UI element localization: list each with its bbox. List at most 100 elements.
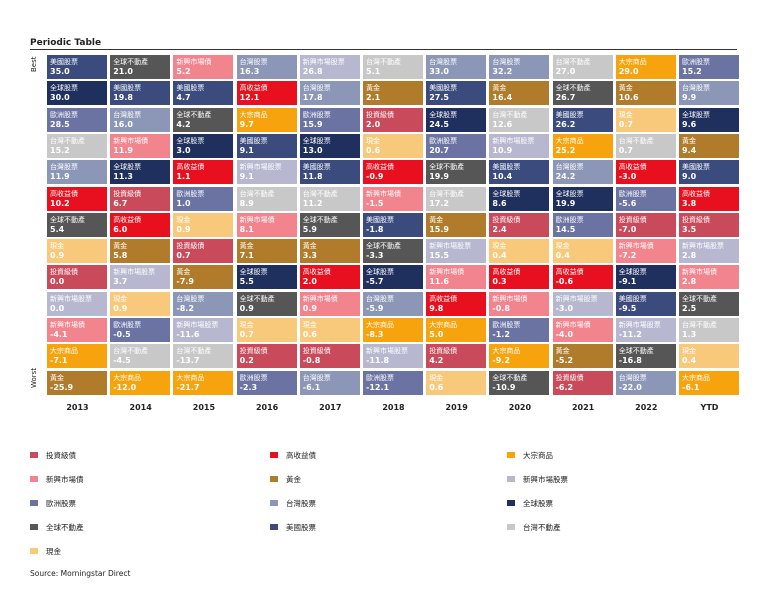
cell-return-value: 26.2 <box>555 119 576 129</box>
cell-asset-name: 全球不動產 <box>239 294 275 303</box>
cell-asset-name: 現金 <box>50 242 64 251</box>
table-cell: 新興市場股票 -11.2 <box>615 318 676 342</box>
cell-return-value: 12.6 <box>492 119 513 129</box>
table-cell: 全球不動產 5.4 <box>47 212 107 237</box>
table-cell: 黃金 -7.9 <box>173 265 234 290</box>
cell-asset-name: 新興市場股票 <box>50 294 92 303</box>
cell-asset-name: 台灣不動產 <box>176 347 212 356</box>
legend-item: 新興市場股票 <box>507 474 568 484</box>
table-cell: 投資級債 3.5 <box>679 212 739 237</box>
legend-swatch <box>507 452 515 458</box>
legend-swatch <box>507 524 515 530</box>
table-cell: 台灣不動產 8.9 <box>236 186 297 211</box>
table-cell: 全球股票 -9.1 <box>615 265 676 290</box>
cell-asset-name: 全球股票 <box>366 268 394 277</box>
cell-return-value: -6.2 <box>555 382 574 392</box>
table-cell: 全球不動產 4.2 <box>173 107 234 132</box>
cell-return-value: 27.5 <box>429 93 449 103</box>
cell-return-value: 9.9 <box>682 93 697 103</box>
cell-asset-name: 台灣不動產 <box>239 189 275 198</box>
cell-asset-name: 歐洲股票 <box>239 373 268 382</box>
table-cell: 全球股票 9.6 <box>679 107 739 132</box>
cell-return-value: 15.2 <box>50 145 70 155</box>
legend-item: 黃金 <box>270 474 301 484</box>
cell-asset-name: 台灣股票 <box>302 373 331 382</box>
cell-asset-name: 新興市場債 <box>113 136 149 145</box>
cell-asset-name: 黃金 <box>682 136 696 145</box>
cell-return-value: 9.4 <box>682 145 697 155</box>
table-cell: 大宗商品 -12.0 <box>110 370 171 395</box>
cell-asset-name: 美國股票 <box>50 58 78 66</box>
cell-return-value: 5.5 <box>239 277 254 287</box>
table-cell: 美國股票 19.8 <box>110 81 171 106</box>
cell-asset-name: 高收益債 <box>682 189 710 198</box>
cell-asset-name: 投資級債 <box>492 215 521 224</box>
legend-item: 高收益債 <box>270 450 316 460</box>
cell-asset-name: 台灣股票 <box>366 294 394 303</box>
table-cell: 歐洲股票 14.5 <box>552 212 613 237</box>
cell-asset-name: 全球股票 <box>176 136 205 145</box>
cell-asset-name: 投資級債 <box>429 347 458 356</box>
table-cell: 高收益債 -0.6 <box>552 265 613 290</box>
table-cell: 高收益債 6.0 <box>110 212 171 237</box>
cell-return-value: 0.9 <box>176 224 191 234</box>
cell-asset-name: 黃金 <box>176 268 191 277</box>
year-label: 2022 <box>635 403 658 412</box>
cell-return-value: -11.8 <box>366 356 390 366</box>
table-cell: 歐洲股票 15.2 <box>679 55 739 79</box>
page-title: Periodic Table <box>30 38 102 48</box>
legend-item: 現金 <box>30 546 61 556</box>
legend-label: 大宗商品 <box>523 450 553 460</box>
table-cell: 新興市場股票 26.8 <box>299 55 360 79</box>
cell-return-value: -4.1 <box>50 330 68 339</box>
cell-return-value: -1.2 <box>492 330 510 339</box>
cell-return-value: 29.0 <box>618 67 639 76</box>
table-cell: 投資級債 0.0 <box>47 265 107 290</box>
cell-return-value: 30.0 <box>50 93 70 103</box>
table-cell: 歐洲股票 -5.6 <box>615 186 676 211</box>
cell-return-value: 0.7 <box>176 251 191 261</box>
table-cell: 高收益債 0.3 <box>489 265 550 290</box>
cell-return-value: 2.0 <box>366 119 381 129</box>
table-cell: 全球股票 13.0 <box>299 133 360 158</box>
legend-item: 台灣股票 <box>270 498 316 508</box>
cell-return-value: 4.7 <box>176 93 191 103</box>
table-cell: 台灣股票 33.0 <box>426 55 487 79</box>
cell-return-value: 24.5 <box>429 119 449 129</box>
cell-asset-name: 新興市場債 <box>492 294 528 303</box>
cell-return-value: 1.0 <box>176 198 191 208</box>
cell-return-value: 28.5 <box>50 119 70 129</box>
cell-return-value: 33.0 <box>429 67 449 76</box>
cell-return-value: 2.5 <box>682 303 697 313</box>
cell-return-value: -7.1 <box>50 356 68 366</box>
table-cell: 投資級債 6.7 <box>110 186 171 211</box>
table-cell: 現金 0.9 <box>47 239 107 264</box>
cell-return-value: 15.9 <box>302 119 323 129</box>
cell-asset-name: 黃金 <box>302 242 317 251</box>
cell-asset-name: 高收益債 <box>113 215 142 224</box>
table-cell: 新興市場股票 9.1 <box>236 160 297 185</box>
cell-return-value: 16.0 <box>113 119 133 129</box>
cell-asset-name: 台灣股票 <box>176 294 205 303</box>
cell-return-value: -3.0 <box>555 303 574 313</box>
cell-asset-name: 台灣不動產 <box>50 136 85 145</box>
cell-asset-name: 全球不動產 <box>555 84 591 93</box>
cell-asset-name: 全球不動產 <box>302 215 338 224</box>
legend-label: 黃金 <box>286 474 301 484</box>
table-cell: 黃金 16.4 <box>489 81 550 106</box>
cell-asset-name: 大宗商品 <box>239 110 268 119</box>
table-cell: 新興市場股票 3.7 <box>110 265 171 290</box>
cell-return-value: 15.2 <box>682 67 702 76</box>
legend-swatch <box>270 524 278 530</box>
cell-return-value: 9.0 <box>682 172 697 182</box>
cell-return-value: 26.7 <box>555 93 576 103</box>
cell-return-value: 15.9 <box>429 224 449 234</box>
legend-label: 新興市場債 <box>46 474 84 484</box>
cell-return-value: -10.9 <box>492 382 516 392</box>
table-cell: 歐洲股票 15.9 <box>299 107 360 132</box>
legend-label: 全球股票 <box>523 498 553 508</box>
cell-asset-name: 台灣不動產 <box>555 58 591 66</box>
legend-swatch <box>270 476 278 482</box>
cell-return-value: 14.5 <box>555 224 576 234</box>
cell-asset-name: 黃金 <box>239 242 254 251</box>
